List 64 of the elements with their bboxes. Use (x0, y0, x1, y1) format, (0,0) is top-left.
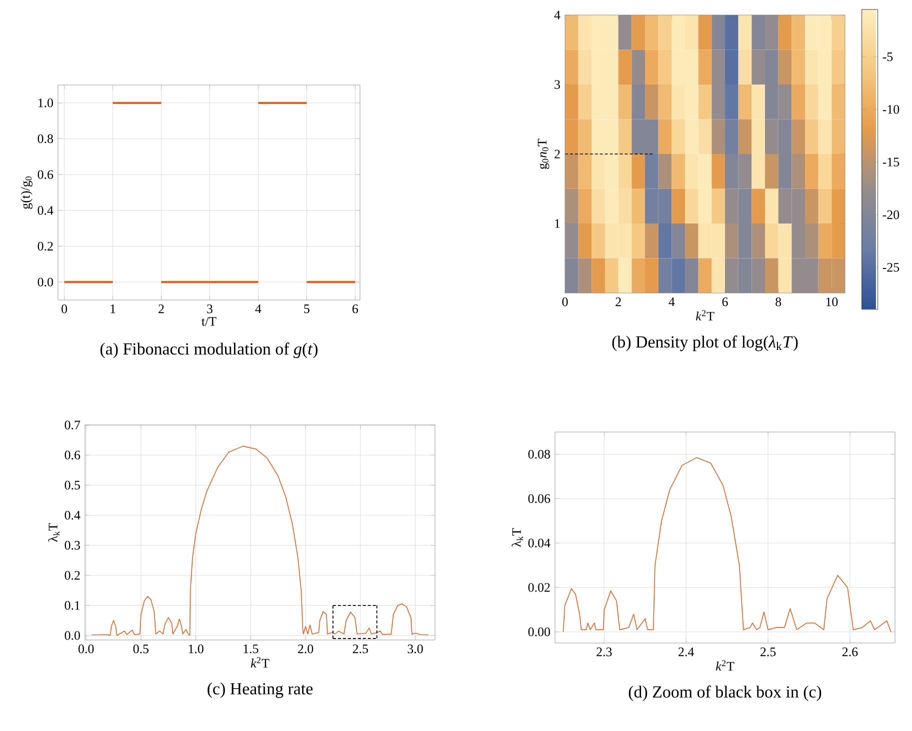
y-tick-label: 0.06 (528, 494, 550, 504)
color-bar-label: -5 (882, 52, 893, 62)
y-tick-label: 3 (554, 80, 560, 89)
x-tick-label: 3 (207, 304, 212, 314)
text: (c) Heating rate (208, 682, 313, 698)
x-tick-label: 4 (255, 304, 262, 314)
y-tick-label: 0.6 (38, 170, 54, 179)
y-tick-label: 0.04 (528, 538, 550, 548)
x-axis-title: t/T (202, 317, 216, 326)
x-tick-label: 2.4 (678, 648, 694, 656)
x-tick-label: 5 (304, 304, 310, 314)
y-tick-label: 0.2 (64, 570, 80, 580)
x-tick-label: 6 (352, 304, 358, 314)
y-tick-label: 0.8 (38, 134, 53, 144)
x-tick-label: 0.0 (78, 644, 94, 654)
x-tick-label: 2.5 (352, 644, 368, 654)
x-tick-label: 4 (668, 298, 675, 306)
y-tick-label: 0.08 (528, 450, 550, 459)
y-tick-label: 0.4 (38, 206, 54, 215)
y-tick-label: 0.5 (64, 480, 80, 490)
x-tick-label: 0 (562, 298, 568, 306)
text: (a) Fibonacci modulation of g(t) (100, 342, 318, 358)
x-axis-title: k$^{2}$T (716, 660, 734, 670)
y-axis-title: λ$_{k}$T (512, 528, 523, 547)
x-tick-label: 0.5 (133, 644, 149, 654)
y-tick-label: 1.0 (38, 98, 53, 108)
y-tick-label: 0.2 (38, 242, 53, 251)
x-tick-label: 10 (826, 298, 838, 306)
y-tick-label: 0.02 (528, 583, 550, 592)
x-tick-label: 1.0 (188, 644, 204, 654)
x-tick-label: 1.5 (244, 644, 258, 654)
x-tick-label: 3.0 (408, 644, 423, 654)
y-tick-label: 0.0 (38, 278, 53, 286)
x-tick-label: 6 (722, 298, 728, 306)
x-tick-label: 2.6 (842, 648, 858, 656)
x-tick-label: 2.5 (760, 648, 776, 656)
y-tick-label: 0.0 (64, 631, 80, 640)
color-bar-label: -10 (882, 105, 900, 114)
y-tick-label: 0.1 (64, 601, 80, 610)
x-tick-label: 2.3 (596, 648, 612, 656)
y-axis-title: g(t)/g$_{0}$ (20, 176, 32, 209)
color-bar-label: -15 (882, 158, 900, 166)
x-tick-label: 8 (776, 298, 782, 306)
x-tick-label: 2.0 (298, 644, 314, 654)
y-tick-label: 1 (555, 219, 560, 228)
color-bar-label: -20 (882, 210, 900, 220)
y-tick-label: 0.6 (64, 450, 80, 460)
y-tick-label: 0.7 (64, 420, 80, 430)
y-tick-label: 4 (554, 10, 560, 20)
text: (d) Zoom of black box in (c) (628, 686, 822, 702)
y-tick-label: 2 (554, 150, 560, 158)
color-bar-label: -25 (882, 262, 900, 272)
x-axis-title: k$^{2}$T (696, 310, 714, 320)
x-axis-title: k$^{2}$T (250, 657, 270, 668)
y-tick-label: 0.3 (64, 540, 80, 550)
x-tick-label: 2 (616, 298, 621, 306)
text: (b) Density plot of log(λ$_{k}$T) (612, 336, 798, 352)
x-tick-label: 0 (62, 304, 68, 314)
x-tick-label: 2 (158, 304, 164, 314)
x-tick-label: 1 (110, 304, 116, 314)
y-tick-label: 0.4 (64, 510, 80, 520)
y-tick-label: 0.00 (528, 628, 550, 636)
y-axis-title: g$_{0}$n$_{0}$T (538, 138, 550, 169)
y-axis-title: λ$_{k}$T (48, 523, 60, 542)
